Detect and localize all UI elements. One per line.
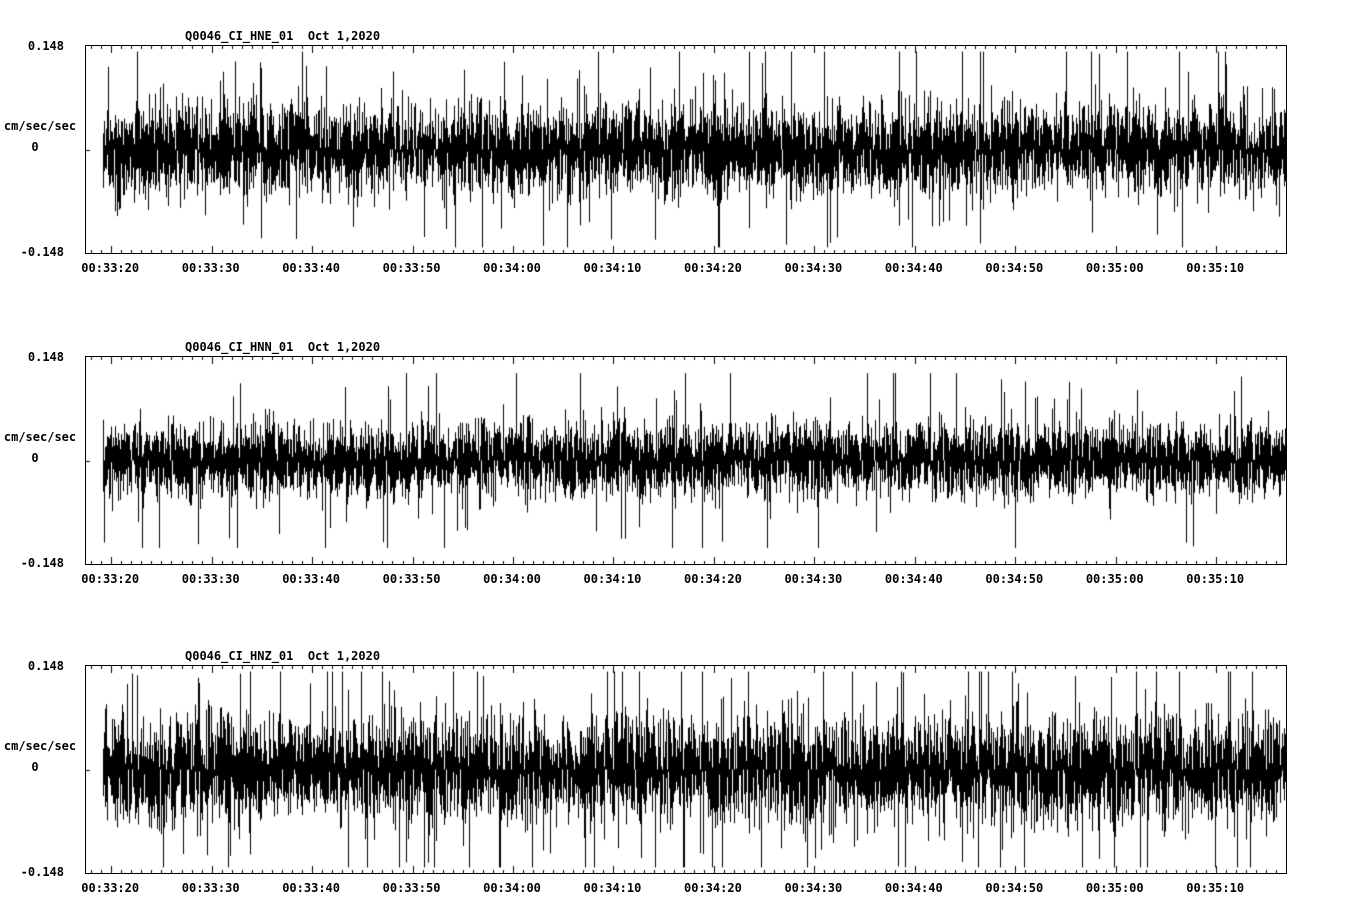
x-tick-label: 00:35:00 xyxy=(1085,572,1144,586)
x-tick-label: 00:34:10 xyxy=(583,572,642,586)
x-tick-label: 00:35:10 xyxy=(1186,261,1245,275)
x-tick-label: 00:35:10 xyxy=(1186,881,1245,895)
seismogram-panel-hne: Q0046_CI_HNE_01 Oct 1,2020 0.148 cm/sec/… xyxy=(0,0,1358,300)
x-tick-label: 00:34:00 xyxy=(483,881,541,895)
y-axis-min-label: -0.148 xyxy=(20,865,64,879)
x-tick-label: 00:33:50 xyxy=(382,572,441,586)
x-tick-label: 00:33:20 xyxy=(81,881,140,895)
x-tick-label: 00:34:10 xyxy=(583,881,642,895)
plot-frame xyxy=(85,665,1287,874)
x-tick-label: 00:34:30 xyxy=(784,881,843,895)
x-tick-label: 00:34:00 xyxy=(483,572,541,586)
x-tick-label: 00:34:40 xyxy=(884,572,943,586)
x-tick-label: 00:33:20 xyxy=(81,572,140,586)
x-tick-label: 00:34:00 xyxy=(483,261,541,275)
y-axis-max-label: 0.148 xyxy=(27,350,64,364)
plot-title: Q0046_CI_HNE_01 Oct 1,2020 xyxy=(185,29,381,43)
y-axis-unit-label: cm/sec/sec xyxy=(3,119,77,133)
x-tick-label: 00:33:30 xyxy=(181,572,240,586)
x-tick-label: 00:34:10 xyxy=(583,261,642,275)
x-tick-label: 00:33:40 xyxy=(282,261,340,275)
y-axis-max-label: 0.148 xyxy=(27,39,64,53)
x-tick-label: 00:33:50 xyxy=(382,261,441,275)
y-axis-unit-label: cm/sec/sec xyxy=(3,430,77,444)
x-tick-label: 00:34:20 xyxy=(684,261,742,275)
x-tick-label: 00:33:20 xyxy=(81,261,140,275)
y-axis-min-label: -0.148 xyxy=(20,245,64,259)
x-axis-tick-labels: 00:33:20 00:33:30 00:33:40 00:33:50 00:34:00… xyxy=(0,572,1358,588)
plot-frame xyxy=(85,356,1287,565)
plot-title: Q0046_CI_HNN_01 Oct 1,2020 xyxy=(185,340,381,354)
y-axis-unit-label: cm/sec/sec xyxy=(3,739,77,753)
waveform-canvas xyxy=(86,46,1286,253)
waveform-canvas xyxy=(86,666,1286,873)
x-tick-label: 00:34:30 xyxy=(784,572,843,586)
x-tick-label: 00:34:40 xyxy=(884,261,943,275)
x-tick-label: 00:33:30 xyxy=(181,881,240,895)
x-tick-label: 00:34:50 xyxy=(985,261,1044,275)
plot-frame xyxy=(85,45,1287,254)
x-tick-label: 00:33:40 xyxy=(282,572,340,586)
seismogram-panel-hnn: Q0046_CI_HNN_01 Oct 1,2020 0.148 cm/sec/… xyxy=(0,311,1358,611)
x-axis-tick-labels: 00:33:20 00:33:30 00:33:40 00:33:50 00:34:00… xyxy=(0,261,1358,277)
x-tick-label: 00:35:10 xyxy=(1186,572,1245,586)
plot-title: Q0046_CI_HNZ_01 Oct 1,2020 xyxy=(185,649,381,663)
y-axis-zero-label: 0 xyxy=(31,760,39,774)
y-axis-zero-label: 0 xyxy=(31,140,39,154)
x-tick-label: 00:34:40 xyxy=(884,881,943,895)
x-tick-label: 00:33:50 xyxy=(382,881,441,895)
x-tick-label: 00:34:20 xyxy=(684,881,742,895)
y-axis-min-label: -0.148 xyxy=(20,556,64,570)
x-axis-tick-labels: 00:33:20 00:33:30 00:33:40 00:33:50 00:34:00… xyxy=(0,881,1358,897)
x-tick-label: 00:34:20 xyxy=(684,572,742,586)
x-tick-label: 00:33:40 xyxy=(282,881,340,895)
x-tick-label: 00:34:30 xyxy=(784,261,843,275)
x-tick-label: 00:33:30 xyxy=(181,261,240,275)
x-tick-label: 00:35:00 xyxy=(1085,261,1144,275)
seismogram-panel-hnz: Q0046_CI_HNZ_01 Oct 1,2020 0.148 cm/sec/… xyxy=(0,620,1358,920)
y-axis-zero-label: 0 xyxy=(31,451,39,465)
x-tick-label: 00:34:50 xyxy=(985,572,1044,586)
x-tick-label: 00:35:00 xyxy=(1085,881,1144,895)
x-tick-label: 00:34:50 xyxy=(985,881,1044,895)
waveform-canvas xyxy=(86,357,1286,564)
y-axis-max-label: 0.148 xyxy=(27,659,64,673)
